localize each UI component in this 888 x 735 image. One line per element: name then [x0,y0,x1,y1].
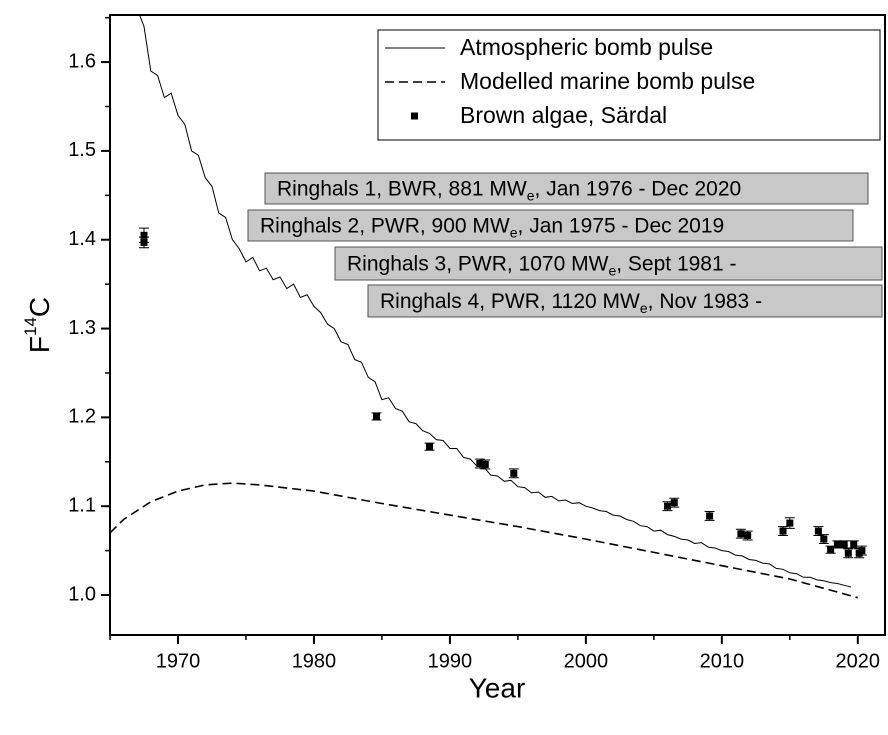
annotation: Ringhals 1, BWR, 881 MWe, Jan 1976 - Dec… [277,177,741,203]
data-point [814,527,822,535]
annotation: Ringhals 4, PWR, 1120 MWe, Nov 1983 - [380,290,762,316]
data-point [663,502,671,510]
y-label-part: F [24,336,55,353]
data-point [476,460,484,468]
x-tick-label: 2000 [564,650,609,672]
data-point [820,535,828,543]
annotation-box [264,172,869,205]
y-axis-label: F14C [21,297,55,353]
x-axis-label: Year [469,672,526,703]
line-series [110,482,859,599]
annotation-part: Ringhals 4, PWR, 1120 MW [380,290,640,313]
x-tick-label: 2010 [700,650,745,672]
data-point [372,412,380,420]
y-tick-label: 1.0 [68,583,96,605]
annotation-box [247,209,854,242]
annotation-part: Ringhals 3, PWR, 1070 MW [347,252,609,275]
y-tick-label: 1.4 [68,228,96,250]
annotation-part: , Jan 1976 - Dec 2020 [535,177,742,200]
legend-label: Modelled marine bomb pulse [460,68,755,94]
plot-area [110,15,867,599]
data-point [426,443,434,451]
annotation-part: , Nov 1983 - [648,290,762,313]
data-point [779,527,787,535]
annotation-box [367,284,883,318]
annotation-part: , Jan 1975 - Dec 2019 [518,214,725,237]
legend-label: Brown algae, Särdal [460,102,667,128]
annotation: Ringhals 3, PWR, 1070 MWe, Sept 1981 - [347,252,736,278]
y-tick-label: 1.1 [68,494,96,516]
data-point [786,519,794,527]
legend-box [377,29,881,141]
data-point [744,532,752,540]
annotation-sub: e [527,187,535,203]
y-label-sup: 14 [21,317,40,336]
annotation-sub: e [608,262,616,278]
x-tick-label: 1970 [156,650,201,672]
x-tick-label: 2020 [836,650,881,672]
x-tick-label: 1980 [292,650,337,672]
data-point [670,499,678,507]
y-tick-label: 1.2 [68,406,96,428]
annotation-box [334,246,883,281]
data-point [706,512,714,520]
data-point [850,540,858,548]
annotation-sub: e [510,224,518,240]
data-point [858,547,866,555]
data-point [510,469,518,477]
data-point [481,460,489,468]
data-point [833,540,841,548]
data-point [844,549,852,557]
y-tick-label: 1.3 [68,317,96,339]
y-tick-label: 1.5 [68,139,96,161]
data-point [140,238,148,246]
annotation: Ringhals 2, PWR, 900 MWe, Jan 1975 - Dec… [260,214,724,240]
legend-label: Atmospheric bomb pulse [460,34,713,60]
legend-swatch [411,112,418,120]
y-label-part: C [24,297,55,317]
annotation-part: Ringhals 1, BWR, 881 MW [277,177,527,200]
y-tick-label: 1.6 [68,50,96,72]
data-point [140,231,148,239]
data-point [827,546,835,554]
data-point [840,540,848,548]
annotation-sub: e [640,300,648,316]
annotation-part: Ringhals 2, PWR, 900 MW [260,214,510,237]
x-tick-label: 1990 [428,650,473,672]
plot-frame [109,14,886,636]
annotation-part: , Sept 1981 - [616,252,736,275]
line-series [139,15,852,588]
data-point [737,530,745,538]
